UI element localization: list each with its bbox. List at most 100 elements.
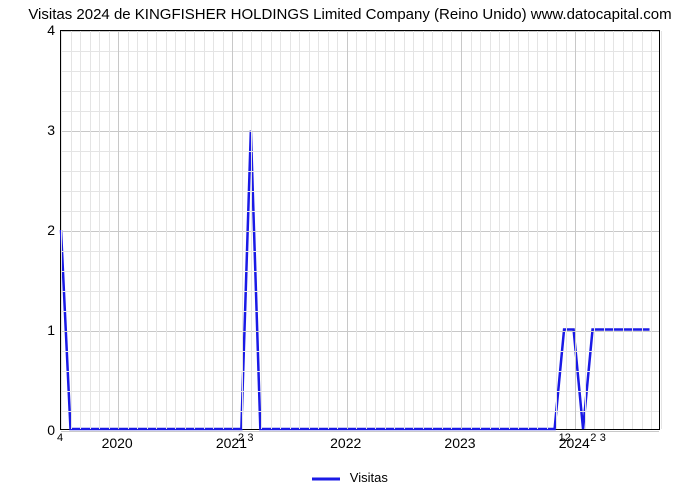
y-tick-label: 3 bbox=[47, 122, 55, 138]
gridline-v-minor bbox=[375, 31, 376, 429]
x-tick-minor-label: 2 bbox=[238, 432, 244, 444]
gridline-h-minor bbox=[61, 311, 659, 312]
gridline-v-minor bbox=[290, 31, 291, 429]
gridline-h-minor bbox=[61, 111, 659, 112]
x-tick-minor-label: 3 bbox=[247, 432, 253, 444]
gridline-v-minor bbox=[366, 31, 367, 429]
gridline-v-minor bbox=[394, 31, 395, 429]
gridline-v-minor bbox=[528, 31, 529, 429]
x-tick-minor-label: 2 bbox=[590, 432, 596, 444]
gridline-h bbox=[61, 231, 659, 232]
legend-swatch bbox=[312, 474, 340, 484]
gridline-v-minor bbox=[271, 31, 272, 429]
x-tick-label: 2020 bbox=[102, 435, 133, 451]
gridline-v bbox=[118, 31, 119, 429]
gridline-v-minor bbox=[109, 31, 110, 429]
gridline-v-minor bbox=[594, 31, 595, 429]
x-tick-minor-label: 4 bbox=[57, 432, 63, 444]
gridline-v-minor bbox=[442, 31, 443, 429]
gridline-v-minor bbox=[356, 31, 357, 429]
gridline-v-minor bbox=[223, 31, 224, 429]
gridline-v-minor bbox=[471, 31, 472, 429]
gridline-v-minor bbox=[166, 31, 167, 429]
gridline-v-minor bbox=[623, 31, 624, 429]
gridline-h-minor bbox=[61, 411, 659, 412]
gridline-v-minor bbox=[404, 31, 405, 429]
gridline-v-minor bbox=[213, 31, 214, 429]
gridline-v-minor bbox=[642, 31, 643, 429]
gridline-h-minor bbox=[61, 151, 659, 152]
gridline-v-minor bbox=[556, 31, 557, 429]
x-tick-label: 2022 bbox=[330, 435, 361, 451]
gridline-v-minor bbox=[261, 31, 262, 429]
gridline-v-minor bbox=[385, 31, 386, 429]
gridline-v-minor bbox=[299, 31, 300, 429]
gridline-v-minor bbox=[499, 31, 500, 429]
gridline-v-minor bbox=[185, 31, 186, 429]
gridline-v-minor bbox=[147, 31, 148, 429]
gridline-v-minor bbox=[309, 31, 310, 429]
gridline-v-minor bbox=[632, 31, 633, 429]
gridline-v bbox=[461, 31, 462, 429]
gridline-h-minor bbox=[61, 51, 659, 52]
gridline-v-minor bbox=[537, 31, 538, 429]
gridline-v-minor bbox=[509, 31, 510, 429]
gridline-h-minor bbox=[61, 211, 659, 212]
y-tick-label: 4 bbox=[47, 22, 55, 38]
gridline-v-minor bbox=[61, 31, 62, 429]
gridline-h bbox=[61, 31, 659, 32]
gridline-v-minor bbox=[432, 31, 433, 429]
gridline-v-minor bbox=[80, 31, 81, 429]
legend: Visitas bbox=[0, 470, 700, 485]
gridline-v-minor bbox=[585, 31, 586, 429]
x-tick-minor-label: 3 bbox=[600, 432, 606, 444]
x-tick-label: 2023 bbox=[444, 435, 475, 451]
gridline-v-minor bbox=[613, 31, 614, 429]
gridline-v-minor bbox=[99, 31, 100, 429]
gridline-v bbox=[232, 31, 233, 429]
gridline-h-minor bbox=[61, 191, 659, 192]
gridline-h bbox=[61, 131, 659, 132]
gridline-h-minor bbox=[61, 91, 659, 92]
gridline-v-minor bbox=[451, 31, 452, 429]
gridline-v-minor bbox=[661, 31, 662, 429]
y-tick-label: 2 bbox=[47, 222, 55, 238]
gridline-v-minor bbox=[490, 31, 491, 429]
gridline-h-minor bbox=[61, 171, 659, 172]
legend-label: Visitas bbox=[350, 470, 388, 485]
gridline-v-minor bbox=[547, 31, 548, 429]
gridline-v-minor bbox=[242, 31, 243, 429]
gridline-v-minor bbox=[337, 31, 338, 429]
gridline-h-minor bbox=[61, 391, 659, 392]
gridline-h-minor bbox=[61, 371, 659, 372]
y-tick-label: 0 bbox=[47, 422, 55, 438]
gridline-h-minor bbox=[61, 271, 659, 272]
plot-area bbox=[60, 30, 660, 430]
gridline-v-minor bbox=[651, 31, 652, 429]
gridline-v-minor bbox=[423, 31, 424, 429]
chart-container: Visitas 2024 de KINGFISHER HOLDINGS Limi… bbox=[0, 0, 700, 500]
gridline-h-minor bbox=[61, 71, 659, 72]
gridline-v-minor bbox=[137, 31, 138, 429]
y-tick-label: 1 bbox=[47, 322, 55, 338]
gridline-v-minor bbox=[128, 31, 129, 429]
x-tick-minor-label: 12 bbox=[559, 432, 571, 444]
gridline-h-minor bbox=[61, 251, 659, 252]
gridline-v bbox=[347, 31, 348, 429]
gridline-v-minor bbox=[156, 31, 157, 429]
gridline-v-minor bbox=[204, 31, 205, 429]
gridline-v bbox=[575, 31, 576, 429]
gridline-h bbox=[61, 331, 659, 332]
gridline-v-minor bbox=[194, 31, 195, 429]
gridline-v-minor bbox=[175, 31, 176, 429]
gridline-h-minor bbox=[61, 351, 659, 352]
chart-title: Visitas 2024 de KINGFISHER HOLDINGS Limi… bbox=[0, 6, 700, 23]
gridline-v-minor bbox=[328, 31, 329, 429]
gridline-v-minor bbox=[318, 31, 319, 429]
gridline-v-minor bbox=[71, 31, 72, 429]
gridline-v-minor bbox=[480, 31, 481, 429]
gridline-v-minor bbox=[566, 31, 567, 429]
gridline-v-minor bbox=[413, 31, 414, 429]
gridline-v-minor bbox=[604, 31, 605, 429]
gridline-v-minor bbox=[90, 31, 91, 429]
